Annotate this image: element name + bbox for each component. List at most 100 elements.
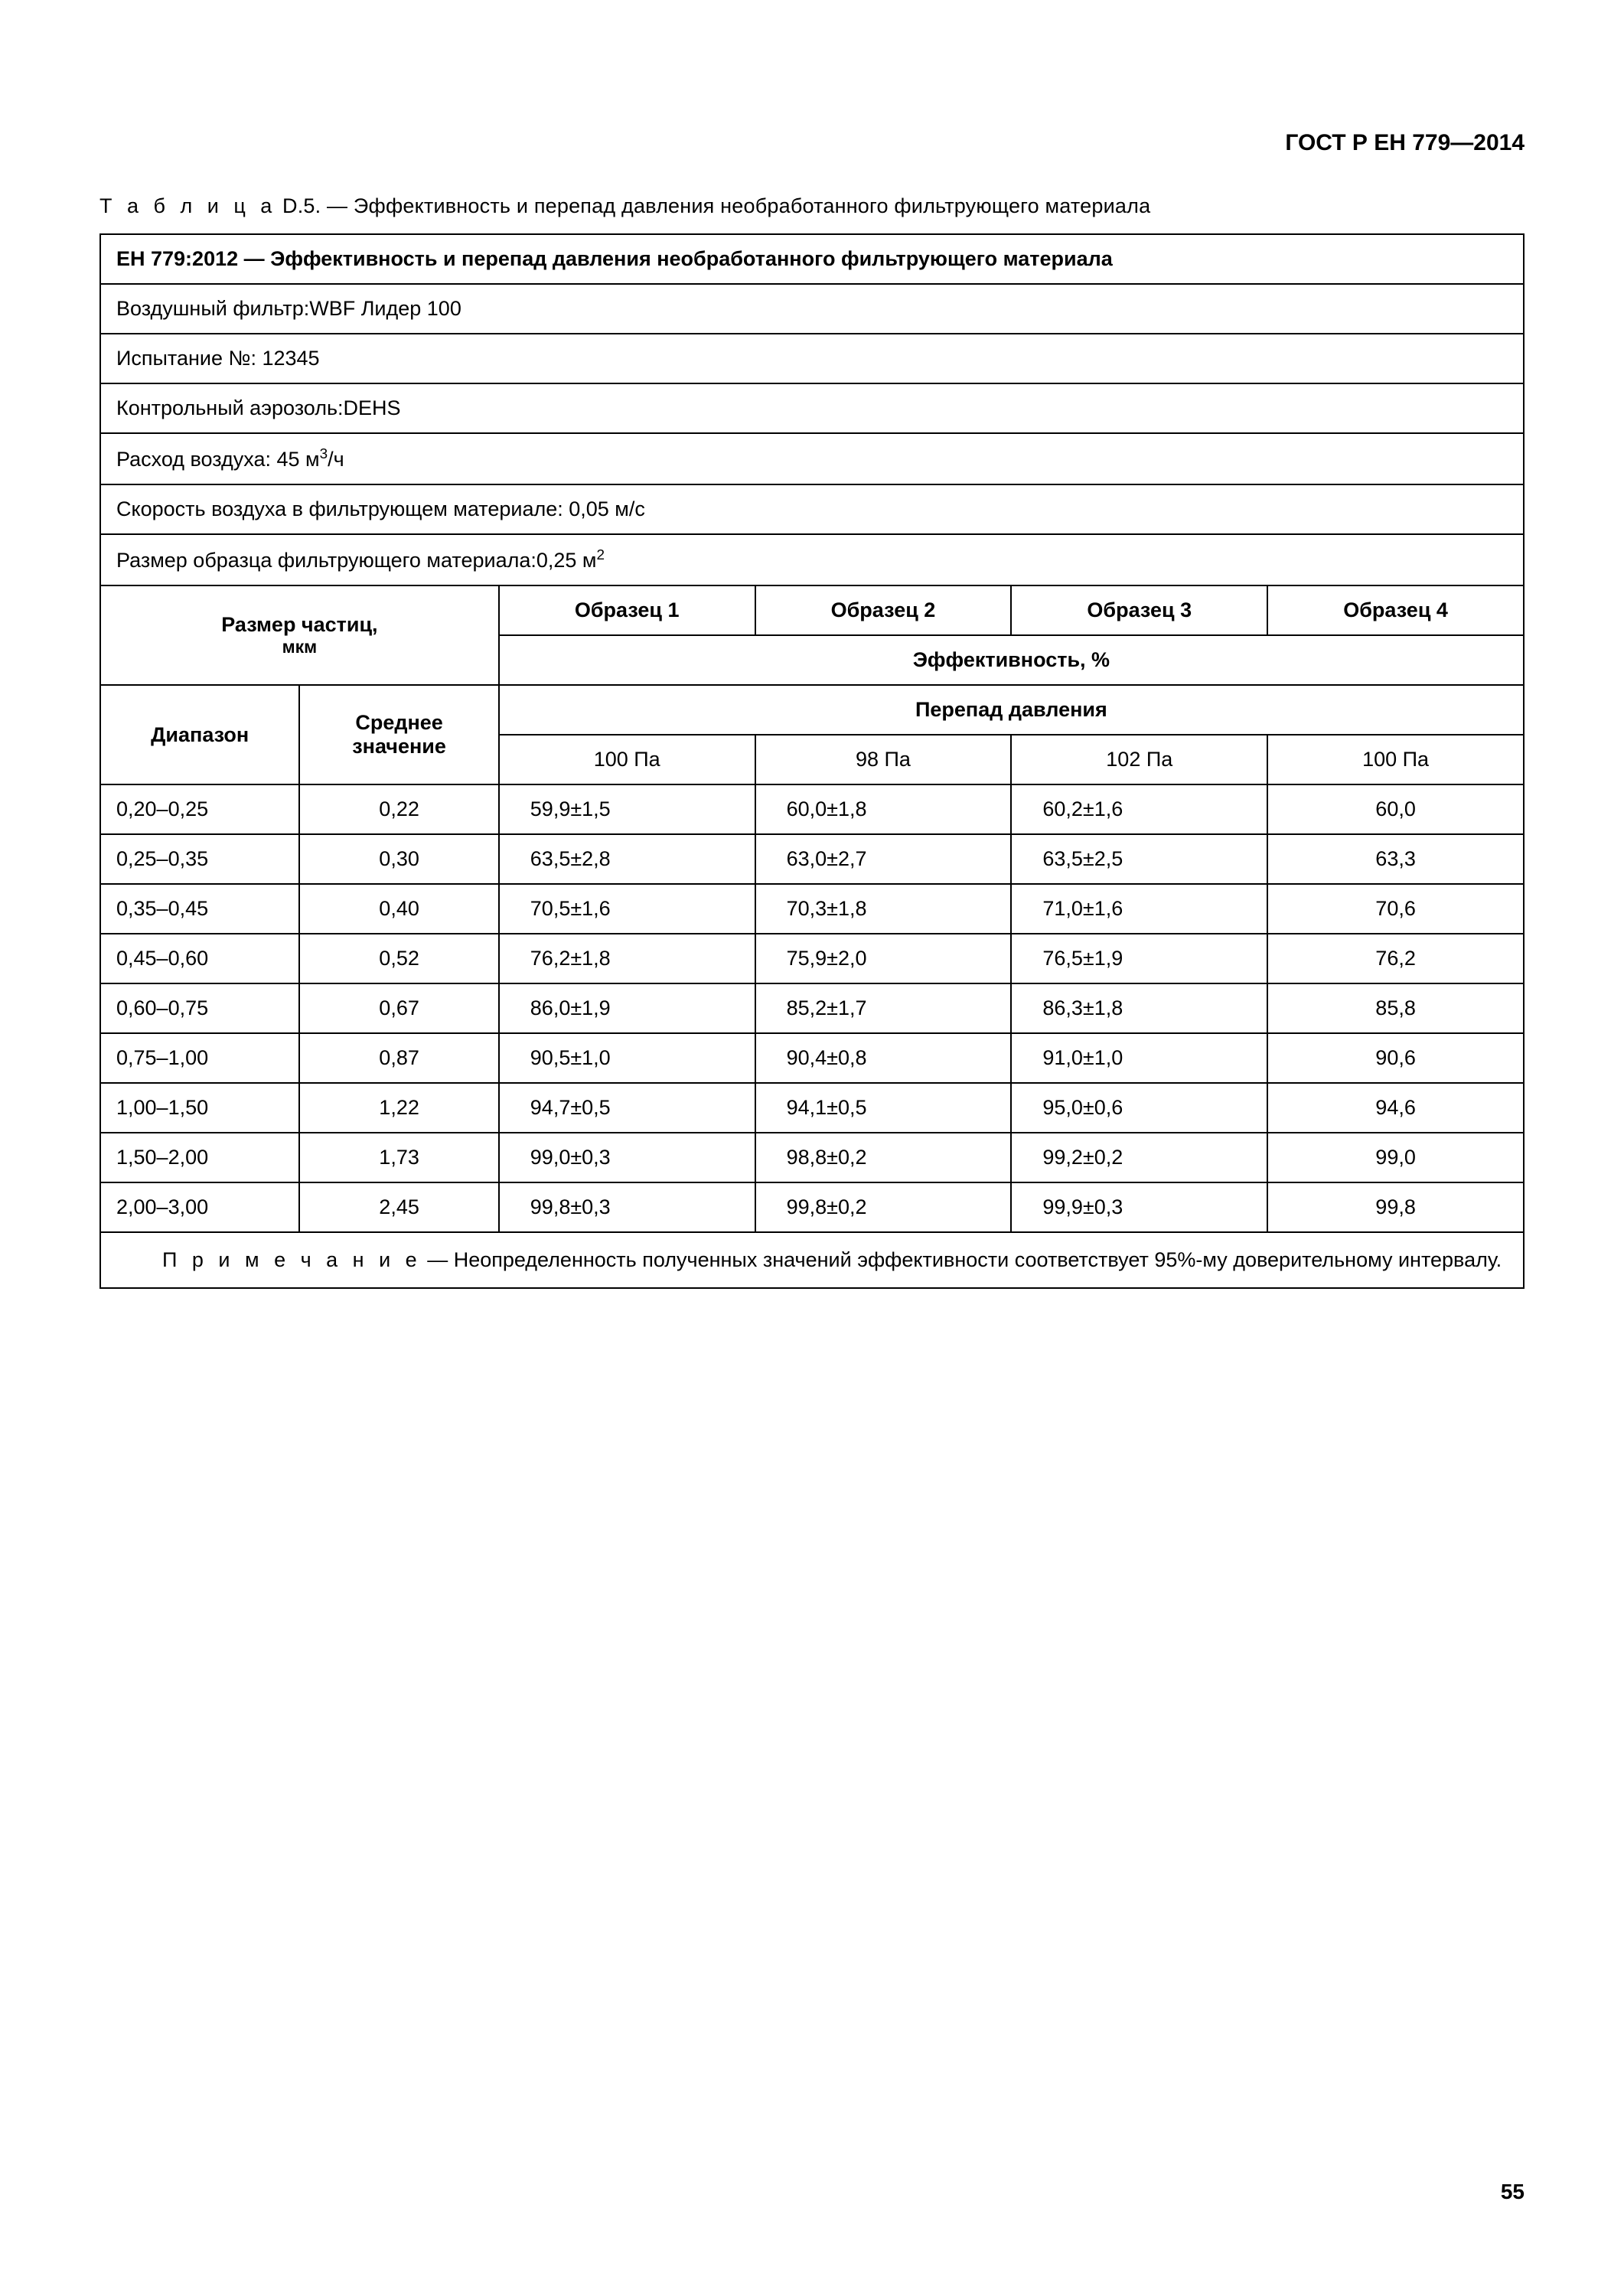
hdr-pressure-drop: Перепад давления — [499, 685, 1524, 735]
cell-sample-3: 99,9±0,3 — [1011, 1182, 1267, 1232]
table-row: 1,50–2,001,7399,0±0,398,8±0,299,2±0,299,… — [100, 1133, 1524, 1182]
table-row: 0,60–0,750,6786,0±1,985,2±1,786,3±1,885,… — [100, 983, 1524, 1033]
cell-range: 0,35–0,45 — [100, 884, 299, 934]
hdr-sample-3: Образец 3 — [1011, 585, 1267, 635]
meta-row-air-flow: Расход воздуха: 45 м3/ч — [100, 433, 1524, 484]
cell-sample-3: 63,5±2,5 — [1011, 834, 1267, 884]
meta-row-air-speed: Скорость воздуха в фильтрующем материале… — [100, 484, 1524, 534]
meta-row-aerosol: Контрольный аэрозоль:DEHS — [100, 383, 1524, 433]
meta-air-filter: Воздушный фильтр:WBF Лидер 100 — [100, 284, 1524, 334]
cell-sample-4: 94,6 — [1267, 1083, 1524, 1133]
hdr-particle-size-l1: Размер частиц, — [116, 613, 483, 637]
cell-sample-1: 99,0±0,3 — [499, 1133, 755, 1182]
page: ГОСТ Р ЕН 779—2014 Т а б л и ц а D.5. — … — [0, 0, 1624, 2296]
data-table: ЕН 779:2012 — Эффективность и перепад да… — [99, 233, 1525, 1289]
air-flow-sup: 3 — [320, 446, 328, 462]
cell-mean: 0,52 — [299, 934, 498, 983]
note-row: П р и м е ч а н и е — Неопределенность п… — [100, 1232, 1524, 1288]
meta-title: ЕН 779:2012 — Эффективность и перепад да… — [100, 234, 1524, 284]
cell-sample-4: 63,3 — [1267, 834, 1524, 884]
cell-sample-2: 70,3±1,8 — [755, 884, 1012, 934]
meta-test-no: Испытание №: 12345 — [100, 334, 1524, 383]
cell-sample-2: 85,2±1,7 — [755, 983, 1012, 1033]
cell-sample-4: 99,8 — [1267, 1182, 1524, 1232]
hdr-p2: 98 Па — [755, 735, 1012, 784]
note-prefix: П р и м е ч а н и е — [116, 1248, 422, 1271]
page-number: 55 — [1501, 2180, 1525, 2204]
cell-mean: 0,22 — [299, 784, 498, 834]
table-caption: Т а б л и ц а D.5. — Эффективность и пер… — [99, 194, 1525, 218]
cell-sample-3: 60,2±1,6 — [1011, 784, 1267, 834]
table-row: 0,45–0,600,5276,2±1,875,9±2,076,5±1,976,… — [100, 934, 1524, 983]
note-cell: П р и м е ч а н и е — Неопределенность п… — [100, 1232, 1524, 1288]
cell-sample-3: 76,5±1,9 — [1011, 934, 1267, 983]
meta-aerosol: Контрольный аэрозоль:DEHS — [100, 383, 1524, 433]
cell-sample-2: 90,4±0,8 — [755, 1033, 1012, 1083]
header-row-1: Размер частиц, мкм Образец 1 Образец 2 О… — [100, 585, 1524, 635]
caption-prefix: Т а б л и ц а — [99, 194, 276, 217]
cell-sample-1: 63,5±2,8 — [499, 834, 755, 884]
meta-air-flow: Расход воздуха: 45 м3/ч — [100, 433, 1524, 484]
cell-sample-2: 99,8±0,2 — [755, 1182, 1012, 1232]
document-header: ГОСТ Р ЕН 779—2014 — [99, 130, 1525, 156]
cell-sample-4: 99,0 — [1267, 1133, 1524, 1182]
cell-sample-2: 63,0±2,7 — [755, 834, 1012, 884]
cell-sample-1: 94,7±0,5 — [499, 1083, 755, 1133]
meta-row-sample-size: Размер образца фильтрующего материала:0,… — [100, 534, 1524, 585]
cell-range: 0,60–0,75 — [100, 983, 299, 1033]
hdr-p4: 100 Па — [1267, 735, 1524, 784]
table-row: 0,25–0,350,3063,5±2,863,0±2,763,5±2,563,… — [100, 834, 1524, 884]
hdr-particle-size: Размер частиц, мкм — [100, 585, 499, 685]
cell-mean: 0,30 — [299, 834, 498, 884]
cell-sample-4: 70,6 — [1267, 884, 1524, 934]
table-row: 0,20–0,250,2259,9±1,560,0±1,860,2±1,660,… — [100, 784, 1524, 834]
note-rest: — Неопределенность полученных значений э… — [422, 1248, 1502, 1271]
cell-mean: 1,22 — [299, 1083, 498, 1133]
cell-mean: 1,73 — [299, 1133, 498, 1182]
cell-range: 0,25–0,35 — [100, 834, 299, 884]
cell-sample-2: 75,9±2,0 — [755, 934, 1012, 983]
cell-sample-3: 99,2±0,2 — [1011, 1133, 1267, 1182]
cell-sample-1: 86,0±1,9 — [499, 983, 755, 1033]
cell-mean: 0,67 — [299, 983, 498, 1033]
cell-sample-1: 76,2±1,8 — [499, 934, 755, 983]
cell-sample-2: 98,8±0,2 — [755, 1133, 1012, 1182]
meta-row-test-no: Испытание №: 12345 — [100, 334, 1524, 383]
hdr-sample-1: Образец 1 — [499, 585, 755, 635]
table-row: 2,00–3,002,4599,8±0,399,8±0,299,9±0,399,… — [100, 1182, 1524, 1232]
hdr-sample-2: Образец 2 — [755, 585, 1012, 635]
cell-sample-3: 91,0±1,0 — [1011, 1033, 1267, 1083]
cell-range: 1,00–1,50 — [100, 1083, 299, 1133]
caption-rest: D.5. — Эффективность и перепад давления … — [276, 194, 1150, 217]
cell-sample-4: 76,2 — [1267, 934, 1524, 983]
cell-sample-4: 60,0 — [1267, 784, 1524, 834]
cell-sample-1: 59,9±1,5 — [499, 784, 755, 834]
hdr-p3: 102 Па — [1011, 735, 1267, 784]
meta-row-title: ЕН 779:2012 — Эффективность и перепад да… — [100, 234, 1524, 284]
cell-sample-4: 90,6 — [1267, 1033, 1524, 1083]
sample-size-prefix: Размер образца фильтрующего материала:0,… — [116, 549, 596, 572]
hdr-p1: 100 Па — [499, 735, 755, 784]
meta-air-speed: Скорость воздуха в фильтрующем материале… — [100, 484, 1524, 534]
hdr-efficiency: Эффективность, % — [499, 635, 1524, 685]
cell-range: 2,00–3,00 — [100, 1182, 299, 1232]
hdr-sample-4: Образец 4 — [1267, 585, 1524, 635]
cell-mean: 0,40 — [299, 884, 498, 934]
sample-size-sup: 2 — [596, 547, 605, 563]
cell-mean: 2,45 — [299, 1182, 498, 1232]
cell-sample-1: 99,8±0,3 — [499, 1182, 755, 1232]
cell-sample-2: 94,1±0,5 — [755, 1083, 1012, 1133]
cell-sample-3: 71,0±1,6 — [1011, 884, 1267, 934]
cell-range: 0,45–0,60 — [100, 934, 299, 983]
table-row: 0,75–1,000,8790,5±1,090,4±0,891,0±1,090,… — [100, 1033, 1524, 1083]
cell-mean: 0,87 — [299, 1033, 498, 1083]
cell-sample-4: 85,8 — [1267, 983, 1524, 1033]
cell-range: 0,20–0,25 — [100, 784, 299, 834]
air-flow-prefix: Расход воздуха: 45 м — [116, 448, 320, 471]
hdr-range: Диапазон — [100, 685, 299, 784]
cell-range: 0,75–1,00 — [100, 1033, 299, 1083]
table-row: 0,35–0,450,4070,5±1,670,3±1,871,0±1,670,… — [100, 884, 1524, 934]
air-flow-suffix: /ч — [328, 448, 344, 471]
header-row-3: Диапазон Среднее значение Перепад давлен… — [100, 685, 1524, 735]
meta-row-air-filter: Воздушный фильтр:WBF Лидер 100 — [100, 284, 1524, 334]
